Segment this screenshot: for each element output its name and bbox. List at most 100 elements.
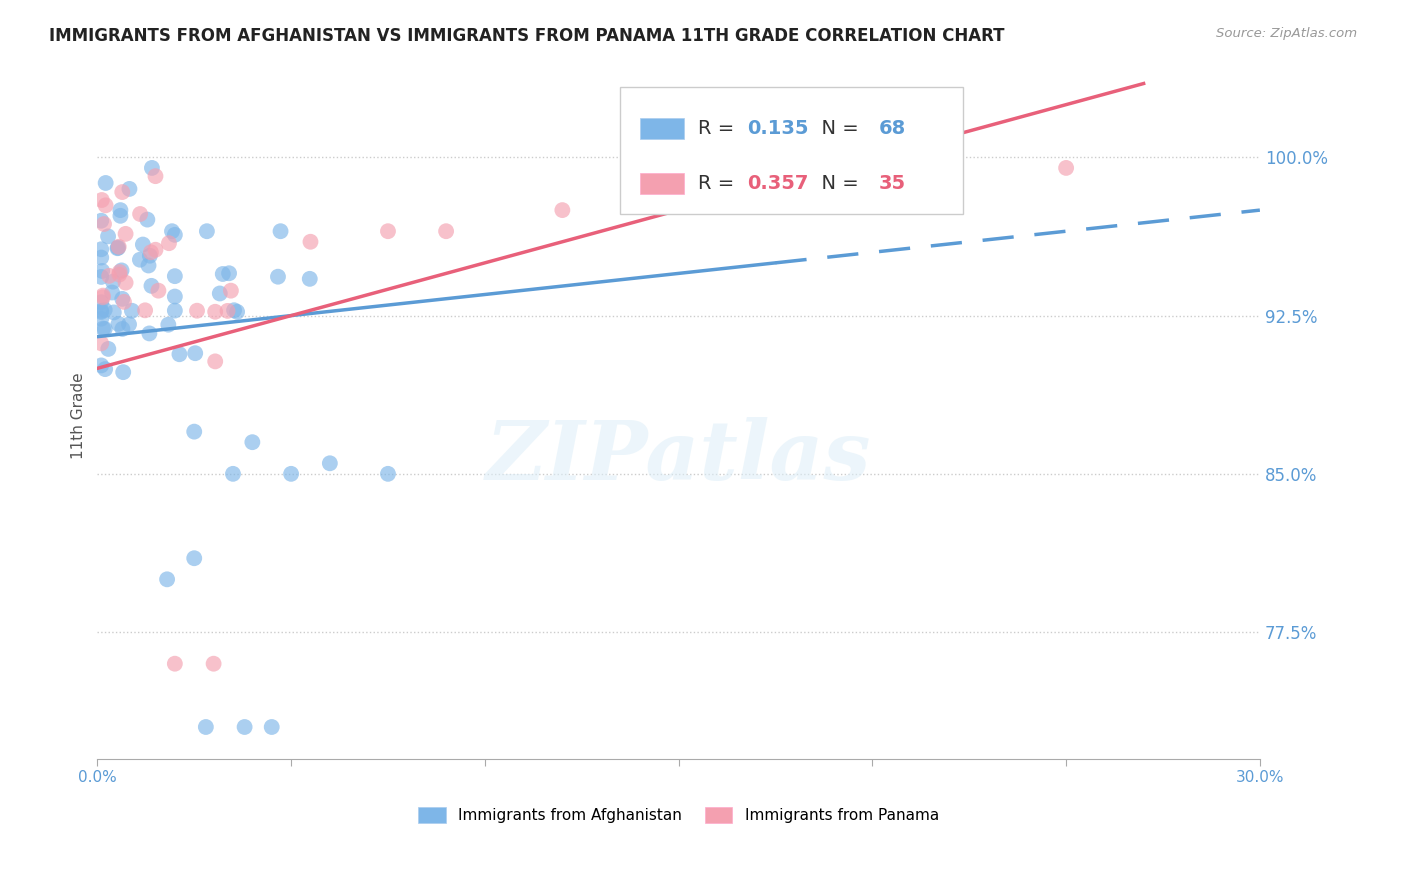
Point: [157, 318, 180, 332]
Point: [107, 240, 129, 254]
Y-axis label: 11th Grade: 11th Grade: [72, 373, 86, 459]
Point: [202, 657, 225, 671]
Text: N =: N =: [808, 119, 865, 138]
Point: [101, 275, 124, 289]
Point: [138, 259, 160, 273]
Point: [551, 203, 574, 218]
Point: [110, 209, 132, 223]
Point: [211, 267, 233, 281]
Point: [107, 241, 129, 255]
Point: [94, 198, 117, 212]
Text: N =: N =: [808, 174, 865, 194]
Point: [111, 292, 134, 306]
Point: [1054, 161, 1077, 175]
Point: [112, 294, 135, 309]
Point: [97, 229, 120, 244]
Point: [111, 322, 134, 336]
Point: [218, 266, 240, 280]
Point: [90, 305, 112, 319]
Point: [141, 161, 163, 175]
Point: [240, 435, 263, 450]
Point: [107, 241, 129, 255]
Text: 0.135: 0.135: [747, 119, 808, 138]
FancyBboxPatch shape: [620, 87, 963, 213]
Point: [163, 289, 186, 303]
Point: [114, 227, 136, 241]
Point: [260, 720, 283, 734]
Point: [110, 203, 132, 218]
Point: [280, 467, 302, 481]
Point: [91, 288, 114, 302]
Point: [156, 572, 179, 586]
Point: [183, 551, 205, 566]
Point: [160, 224, 183, 238]
Point: [90, 359, 112, 373]
Point: [222, 467, 245, 481]
Point: [163, 657, 186, 671]
Point: [270, 224, 292, 238]
Point: [90, 303, 112, 318]
Point: [129, 252, 152, 267]
Point: [208, 286, 231, 301]
Point: [90, 295, 112, 310]
Point: [138, 326, 160, 341]
Point: [118, 318, 141, 332]
Point: [145, 169, 167, 183]
Point: [94, 176, 117, 190]
Point: [169, 347, 191, 361]
Point: [163, 269, 186, 284]
Point: [163, 227, 186, 242]
Point: [94, 362, 117, 376]
Text: 0.357: 0.357: [747, 174, 808, 194]
Point: [90, 251, 112, 265]
Point: [194, 720, 217, 734]
Point: [103, 305, 125, 319]
Point: [108, 268, 131, 282]
Legend: Immigrants from Afghanistan, Immigrants from Panama: Immigrants from Afghanistan, Immigrants …: [419, 807, 939, 823]
Point: [90, 269, 112, 284]
Point: [111, 185, 134, 199]
Bar: [640, 173, 685, 194]
Point: [233, 720, 256, 734]
Point: [93, 322, 115, 336]
Point: [101, 285, 124, 300]
Point: [90, 311, 112, 326]
Point: [163, 303, 186, 318]
Point: [217, 304, 239, 318]
Point: [377, 224, 399, 238]
Point: [98, 268, 121, 283]
Point: [114, 276, 136, 290]
Point: [148, 284, 170, 298]
Point: [267, 269, 290, 284]
Text: Source: ZipAtlas.com: Source: ZipAtlas.com: [1216, 27, 1357, 40]
Point: [219, 284, 242, 298]
Text: 35: 35: [879, 174, 905, 194]
Text: IMMIGRANTS FROM AFGHANISTAN VS IMMIGRANTS FROM PANAMA 11TH GRADE CORRELATION CHA: IMMIGRANTS FROM AFGHANISTAN VS IMMIGRANT…: [49, 27, 1005, 45]
Point: [107, 317, 129, 331]
Point: [90, 213, 112, 227]
Text: R =: R =: [699, 119, 741, 138]
Point: [204, 354, 226, 368]
Point: [195, 224, 218, 238]
Point: [319, 456, 342, 470]
Point: [91, 264, 114, 278]
Point: [139, 245, 162, 260]
Point: [90, 193, 112, 207]
Point: [686, 182, 709, 196]
Point: [139, 249, 162, 263]
Point: [136, 212, 159, 227]
Text: ZIPatlas: ZIPatlas: [486, 417, 872, 497]
Point: [377, 467, 399, 481]
Point: [157, 236, 180, 251]
Point: [141, 278, 163, 293]
Point: [91, 321, 114, 335]
Point: [93, 217, 115, 231]
Point: [134, 303, 156, 318]
Point: [186, 303, 208, 318]
Text: R =: R =: [699, 174, 741, 194]
Point: [90, 242, 112, 256]
Point: [299, 235, 322, 249]
Point: [93, 302, 115, 317]
Point: [110, 263, 132, 277]
Point: [434, 224, 457, 238]
